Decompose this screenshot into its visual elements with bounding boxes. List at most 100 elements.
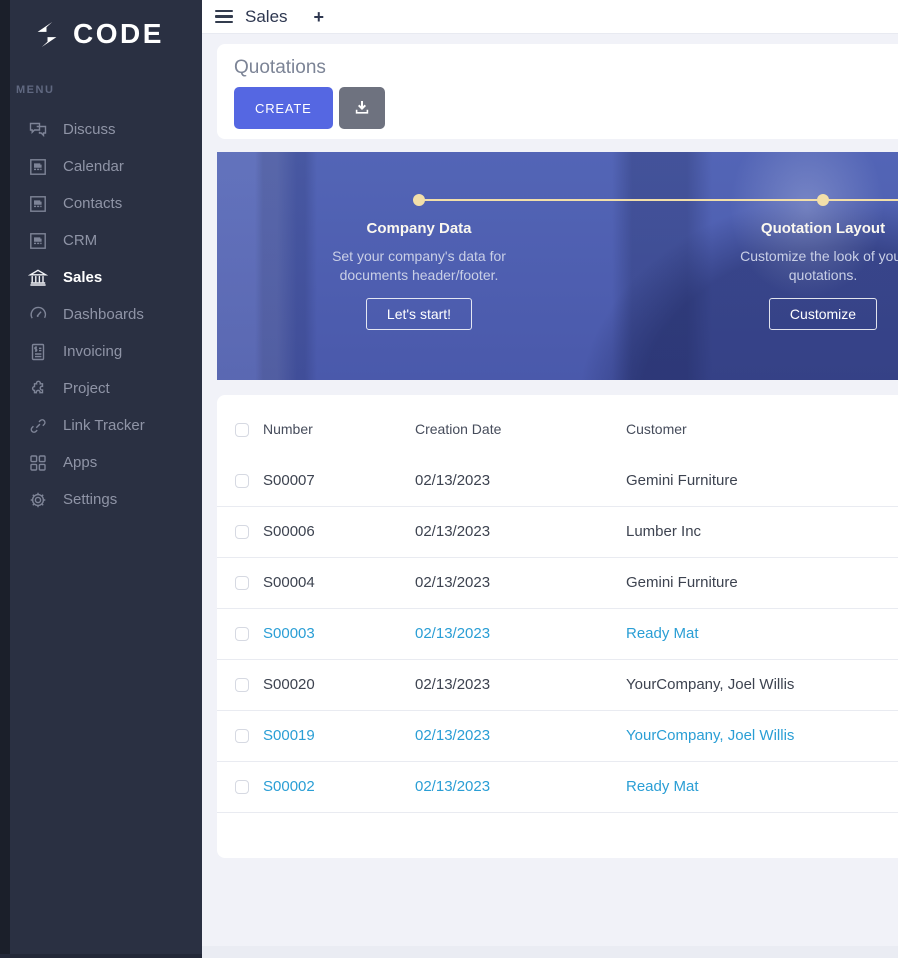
cell-creation-date: 02/13/2023 [415, 761, 626, 813]
cell-number: S00003 [263, 608, 415, 660]
sidebar-item-apps[interactable]: Apps [0, 444, 202, 481]
gear-icon [28, 490, 48, 510]
cell-creation-date: 02/13/2023 [415, 506, 626, 558]
table-row[interactable]: S00006 02/13/2023 Lumber Inc [217, 506, 898, 558]
cell-creation-date: 02/13/2023 [415, 557, 626, 609]
sidebar-item-project[interactable]: Project [0, 370, 202, 407]
cell-creation-date: 02/13/2023 [415, 455, 626, 507]
step-description: Set your company's data for documents he… [332, 248, 506, 283]
select-all-checkbox[interactable] [235, 423, 249, 438]
sidebar-item-calendar[interactable]: Calendar [0, 148, 202, 185]
step-description: Customize the look of your quotations. [740, 248, 898, 283]
invoice-icon [28, 342, 48, 362]
menu-section-label: MENU [16, 84, 55, 96]
cell-number: S00020 [263, 659, 415, 711]
sidebar-item-label: Link Tracker [63, 417, 145, 434]
column-header-number[interactable]: Number [263, 421, 313, 438]
sidebar-item-label: Dashboards [63, 306, 144, 323]
sidebar-item-label: Contacts [63, 195, 123, 212]
new-tab-plus-icon[interactable]: + [313, 6, 325, 27]
row-checkbox[interactable] [235, 780, 249, 795]
content-area: Quotations CREATE Compan [202, 34, 898, 958]
app-logo[interactable]: CODE [0, 0, 202, 50]
cell-customer: Ready Mat [626, 761, 898, 813]
cell-creation-date: 02/13/2023 [415, 659, 626, 711]
sidebar-item-label: Settings [63, 491, 118, 508]
cell-customer: Gemini Furniture [626, 557, 898, 609]
topbar-app-title[interactable]: Sales [245, 6, 288, 26]
sidebar-item-contacts[interactable]: Contacts [0, 185, 202, 222]
row-checkbox[interactable] [235, 627, 249, 642]
brand-arrows-icon [30, 21, 64, 47]
onboarding-timeline [419, 199, 898, 201]
quotations-table: Number Creation Date Customer S00007 02/… [217, 395, 898, 813]
topbar: Sales + [202, 0, 898, 34]
column-header-customer[interactable]: Customer [626, 421, 687, 438]
table-row[interactable]: S00004 02/13/2023 Gemini Furniture [217, 557, 898, 609]
row-checkbox[interactable] [235, 525, 249, 540]
table-row[interactable]: S00019 02/13/2023 YourCompany, Joel Will… [217, 710, 898, 762]
sidebar-item-link-tracker[interactable]: Link Tracker [0, 407, 202, 444]
step-action-button[interactable]: Let's start! [365, 298, 473, 330]
main-area: Sales + Quotations CREATE [202, 0, 898, 958]
download-icon [354, 99, 370, 118]
brand-name: CODE [73, 18, 164, 49]
sidebar: CODE MENU Discuss Calendar Contacts CRM … [0, 0, 202, 958]
cell-customer: Lumber Inc [626, 506, 898, 558]
broken-image-icon [28, 231, 48, 251]
step-action-button[interactable]: Customize [768, 298, 878, 330]
sidebar-item-label: Calendar [63, 158, 124, 175]
cell-creation-date: 02/13/2023 [415, 608, 626, 660]
table-row[interactable]: S00007 02/13/2023 Gemini Furniture [217, 455, 898, 507]
discuss-icon [28, 120, 48, 140]
create-button[interactable]: CREATE [234, 87, 333, 129]
page-title: Quotations [234, 57, 326, 78]
step-title: Quotation Layout [760, 220, 886, 237]
sidebar-item-settings[interactable]: Settings [0, 481, 202, 518]
quotations-table-body: S00007 02/13/2023 Gemini Furniture S0000… [217, 455, 898, 813]
row-checkbox[interactable] [235, 678, 249, 693]
hamburger-menu-icon[interactable] [215, 9, 233, 24]
sidebar-item-label: Discuss [63, 121, 116, 138]
bottom-strip [202, 946, 898, 958]
puzzle-icon [28, 379, 48, 399]
sidebar-item-label: CRM [63, 232, 98, 249]
cell-customer: YourCompany, Joel Willis [626, 659, 898, 711]
sales-bank-icon [28, 268, 48, 288]
cell-creation-date: 02/13/2023 [415, 710, 626, 762]
sidebar-item-label: Apps [63, 454, 98, 471]
cell-customer: Gemini Furniture [626, 455, 898, 507]
cell-number: S00019 [263, 710, 415, 762]
table-row[interactable]: S00002 02/13/2023 Ready Mat [217, 761, 898, 813]
cell-number: S00002 [263, 761, 415, 813]
quotations-table-card: Number Creation Date Customer S00007 02/… [217, 395, 898, 858]
sidebar-item-crm[interactable]: CRM [0, 222, 202, 259]
timeline-dot [413, 194, 425, 206]
onboarding-step-quotation-layout: Quotation Layout Customize the look of y… [621, 220, 898, 330]
cell-number: S00006 [263, 506, 415, 558]
apps-grid-icon [28, 453, 48, 473]
row-checkbox[interactable] [235, 576, 249, 591]
step-title: Company Data [366, 220, 472, 237]
sidebar-item-label: Sales [63, 269, 103, 286]
onboarding-steps: Company Data Set your company's data for… [217, 152, 898, 330]
sidebar-item-label: Invoicing [63, 343, 123, 360]
sidebar-item-dashboards[interactable]: Dashboards [0, 296, 202, 333]
cell-customer: Ready Mat [626, 608, 898, 660]
sidebar-item-discuss[interactable]: Discuss [0, 111, 202, 148]
sidebar-item-invoicing[interactable]: Invoicing [0, 333, 202, 370]
table-row[interactable]: S00003 02/13/2023 Ready Mat [217, 608, 898, 660]
table-row[interactable]: S00020 02/13/2023 YourCompany, Joel Will… [217, 659, 898, 711]
sidebar-item-sales[interactable]: Sales [0, 259, 202, 296]
cell-number: S00004 [263, 557, 415, 609]
onboarding-banner: Company Data Set your company's data for… [217, 152, 898, 380]
sidebar-item-label: Project [63, 380, 110, 397]
row-checkbox[interactable] [235, 474, 249, 489]
onboarding-step-company-data: Company Data Set your company's data for… [217, 220, 621, 330]
sidebar-menu: Discuss Calendar Contacts CRM Sales Dash… [0, 111, 202, 518]
row-checkbox[interactable] [235, 729, 249, 744]
column-header-creation-date[interactable]: Creation Date [415, 421, 502, 438]
download-button[interactable] [338, 87, 385, 129]
link-icon [28, 416, 48, 436]
gauge-icon [28, 305, 48, 325]
